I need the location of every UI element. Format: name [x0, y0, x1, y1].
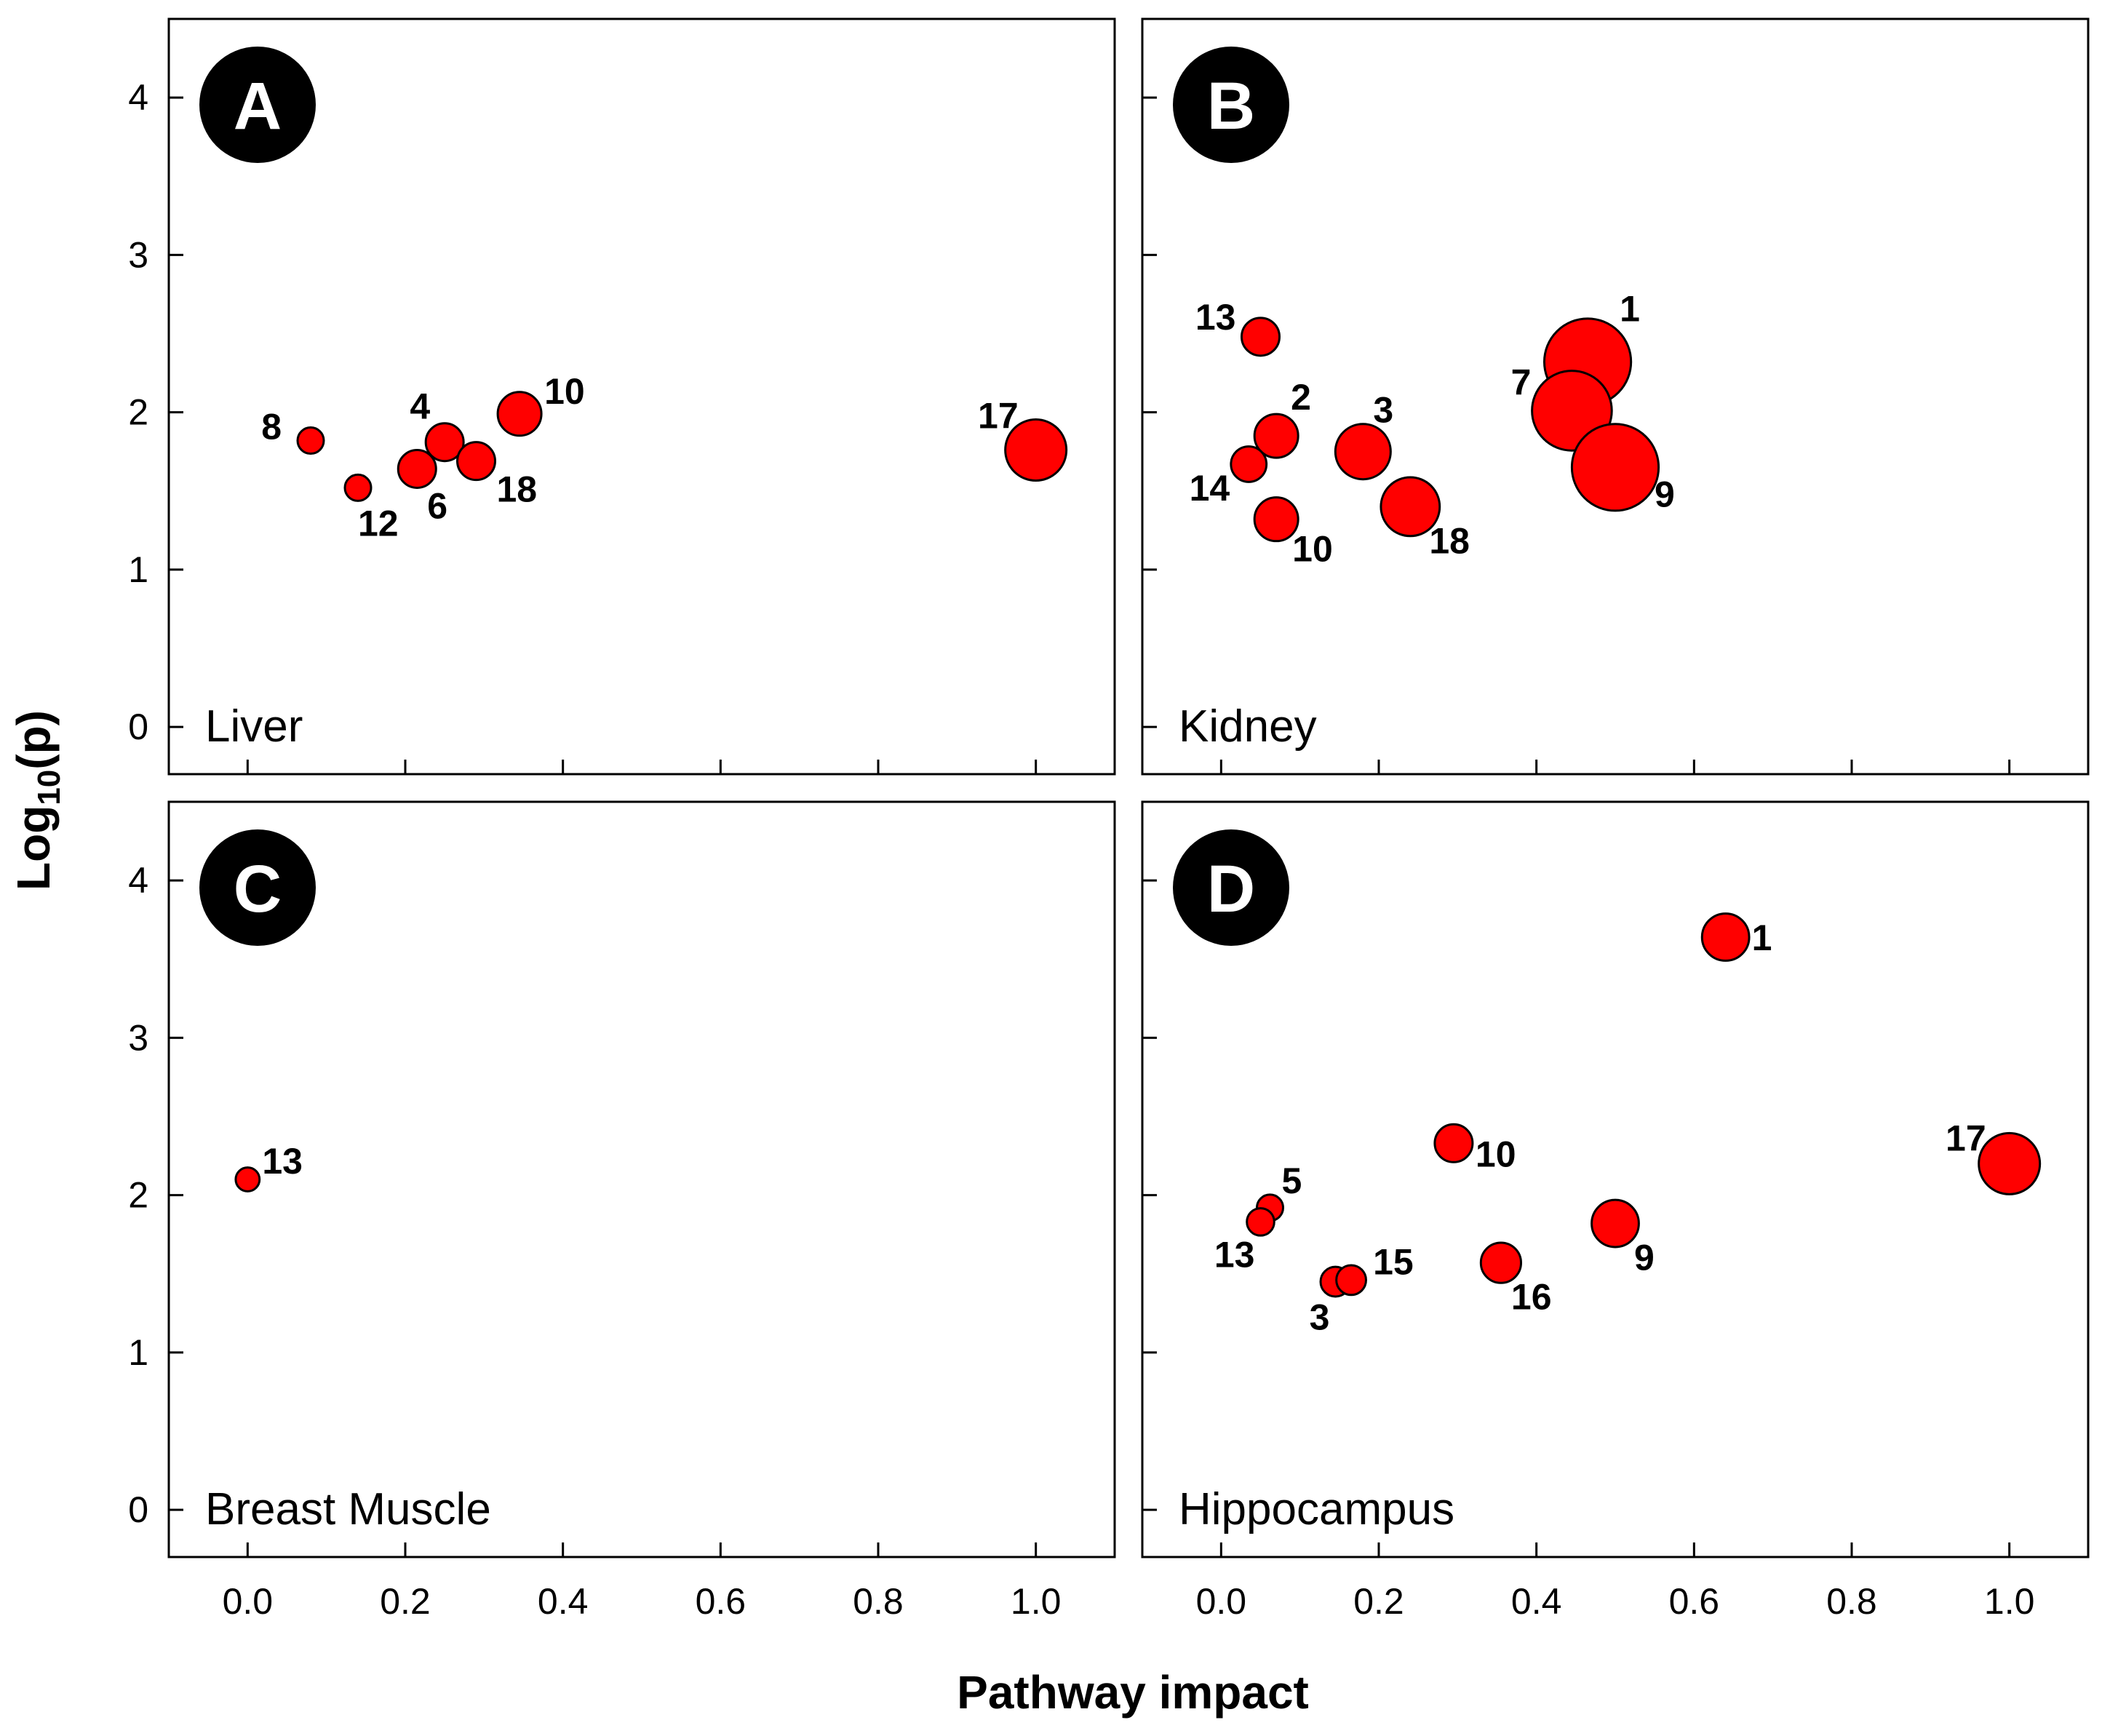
- x-tick-label: 0.0: [223, 1581, 274, 1622]
- data-point-10: [1253, 496, 1299, 543]
- panel-b: B Kidney 13 2 14 10 3 18 1 7 9: [1141, 17, 2090, 776]
- data-point-13: [1241, 316, 1281, 357]
- point-label: 14: [1190, 468, 1230, 509]
- point-label: 13: [1195, 297, 1236, 338]
- x-axis-title: Pathway impact: [957, 1666, 1309, 1719]
- point-label: 16: [1511, 1277, 1552, 1318]
- x-tick-label: 1.0: [1984, 1581, 2035, 1622]
- data-point-14: [1230, 445, 1268, 483]
- data-point-13: [1246, 1207, 1275, 1237]
- data-point-8: [296, 426, 325, 455]
- y-tick-label: 4: [128, 77, 148, 118]
- tissue-label: Liver: [205, 701, 303, 752]
- data-point-15: [1335, 1264, 1367, 1297]
- point-label: 10: [1292, 529, 1333, 570]
- y-axis-title: Log10(p): [7, 710, 67, 891]
- x-tick-label: 0.2: [1353, 1581, 1404, 1622]
- y-tick-label: 3: [128, 1017, 148, 1058]
- point-label: 2: [1291, 377, 1311, 418]
- data-point-16: [1479, 1241, 1523, 1284]
- x-tick-label: 0.6: [696, 1581, 747, 1622]
- y-axis-title-subscript: 10: [31, 770, 67, 805]
- point-label: 12: [358, 503, 399, 544]
- y-tick-label: 2: [128, 1175, 148, 1216]
- x-tick-label: 0.0: [1196, 1581, 1247, 1622]
- point-label: 4: [410, 386, 430, 427]
- point-label: 10: [544, 371, 585, 412]
- data-point-3: [1334, 423, 1392, 481]
- point-label: 18: [1429, 520, 1470, 561]
- point-label: 15: [1373, 1241, 1414, 1282]
- point-label: 17: [978, 396, 1019, 437]
- y-tick-label: 0: [128, 706, 148, 747]
- tissue-label: Breast Muscle: [205, 1484, 491, 1534]
- point-label: 7: [1511, 362, 1532, 402]
- panel-badge-circle: [199, 829, 316, 946]
- data-point-6: [397, 448, 437, 489]
- data-point-12: [343, 473, 373, 502]
- x-tick-label: 0.4: [1511, 1581, 1562, 1622]
- data-point-1: [1700, 912, 1751, 962]
- x-tick-label: 0.6: [1669, 1581, 1720, 1622]
- point-label: 9: [1634, 1238, 1655, 1278]
- panel-frame: [167, 17, 1116, 776]
- point-label: 18: [497, 469, 538, 510]
- data-point-9: [1591, 1198, 1640, 1249]
- data-point-17: [1978, 1131, 2042, 1195]
- point-label: 5: [1282, 1160, 1302, 1201]
- point-label: 1: [1752, 917, 1772, 958]
- data-point-17: [1004, 418, 1068, 482]
- x-tick-label: 0.4: [538, 1581, 589, 1622]
- data-point-4: [424, 422, 465, 463]
- point-label: 10: [1476, 1134, 1516, 1174]
- x-tick-label: 0.8: [1826, 1581, 1877, 1622]
- data-point-13: [234, 1166, 261, 1192]
- point-label: 3: [1310, 1297, 1330, 1338]
- panel-badge-circle: [1173, 829, 1289, 946]
- y-axis-title-main: Log: [7, 805, 60, 891]
- y-axis-title-tail: (p): [7, 710, 60, 770]
- point-label: 6: [427, 485, 447, 526]
- point-label: 3: [1373, 390, 1393, 431]
- x-tick-label: 1.0: [1011, 1581, 1062, 1622]
- panel-badge-circle: [199, 47, 316, 163]
- data-point-2: [1253, 413, 1299, 459]
- x-tick-label: 0.2: [380, 1581, 431, 1622]
- panel-badge-letter: A: [234, 69, 282, 143]
- point-label: 13: [1214, 1234, 1255, 1275]
- panel-c: 0 1 2 3 4 0.0 0.2 0.4 0.6 0.8 1.0 C Breast Muscle 13: [128, 800, 1116, 1622]
- panel-frame: [167, 800, 1116, 1558]
- panel-frame: [1141, 800, 2090, 1558]
- panel-badge-letter: C: [234, 852, 282, 926]
- x-tick-label: 0.8: [853, 1581, 904, 1622]
- panel-badge-letter: B: [1207, 69, 1255, 143]
- tissue-label: Kidney: [1179, 701, 1317, 752]
- panel-badge-circle: [1173, 47, 1289, 163]
- data-point-9: [1570, 423, 1660, 512]
- tissue-label: Hippocampus: [1179, 1484, 1454, 1534]
- point-label: 17: [1946, 1118, 1986, 1158]
- panel-frame: [1141, 17, 2090, 776]
- panel-d: 0.0 0.2 0.4 0.6 0.8 1.0 D Hippocampus 1 10 5 13 3 15 1…: [1141, 800, 2090, 1622]
- y-tick-label: 1: [128, 549, 148, 590]
- y-tick-label: 2: [128, 392, 148, 433]
- panel-badge-letter: D: [1207, 852, 1255, 926]
- y-tick-label: 0: [128, 1489, 148, 1530]
- y-tick-label: 3: [128, 234, 148, 275]
- data-point-10: [1433, 1123, 1474, 1163]
- point-label: 13: [262, 1141, 303, 1182]
- data-point-18: [456, 441, 496, 482]
- point-label: 9: [1655, 474, 1675, 514]
- point-label: 1: [1620, 288, 1640, 329]
- y-tick-label: 1: [128, 1332, 148, 1373]
- y-tick-label: 4: [128, 860, 148, 901]
- point-label: 8: [261, 407, 282, 447]
- data-point-10: [496, 391, 543, 437]
- data-point-18: [1380, 476, 1441, 538]
